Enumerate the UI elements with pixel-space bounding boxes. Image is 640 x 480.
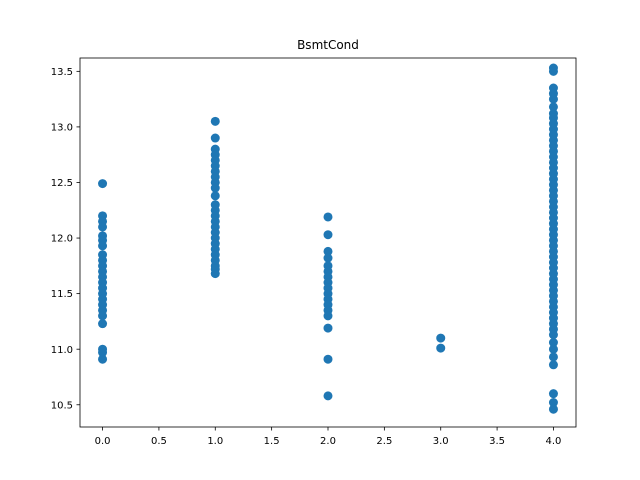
y-tick-label: 12.0 (51, 234, 73, 245)
axes: 0.0 0.5 1.0 1.5 2.0 2.5 3.0 3.5 4.0 10.5 11.0 11.5 1… (51, 57, 577, 447)
x-tick-label: 1.5 (264, 436, 280, 447)
y-tick-label: 11.5 (51, 289, 73, 300)
y-tick-label: 11.0 (51, 345, 73, 356)
data-point (98, 179, 108, 189)
data-point (210, 116, 220, 126)
x-tick-label: 0.5 (151, 436, 167, 447)
chart-title: BsmtCond (297, 38, 359, 52)
y-tick-label: 12.5 (51, 178, 73, 189)
data-point (548, 389, 558, 399)
data-point (98, 222, 108, 232)
data-point (548, 398, 558, 408)
y-tick-label: 13.0 (51, 123, 73, 134)
data-point (548, 102, 558, 112)
x-tick-label: 2.5 (376, 436, 392, 447)
data-point (210, 269, 220, 279)
x-tick-label: 3.5 (489, 436, 505, 447)
data-point (323, 246, 333, 256)
data-point (98, 311, 108, 321)
data-point (98, 319, 108, 329)
data-point (548, 344, 558, 354)
y-tick-label: 13.5 (51, 67, 73, 78)
data-point (548, 94, 558, 104)
data-point (548, 404, 558, 414)
data-point (323, 230, 333, 240)
data-point (210, 133, 220, 143)
x-tick-label: 1.0 (207, 436, 223, 447)
data-point (98, 348, 108, 358)
data-points (98, 63, 558, 414)
data-point (210, 183, 220, 193)
data-point (436, 343, 446, 353)
data-point (548, 338, 558, 348)
data-point (548, 360, 558, 370)
data-point (323, 212, 333, 222)
y-tick-label: 10.5 (51, 400, 73, 411)
data-point (436, 333, 446, 343)
x-tick-label: 2.0 (320, 436, 336, 447)
data-point (323, 391, 333, 401)
x-tick-label: 0.0 (95, 436, 111, 447)
data-point (98, 241, 108, 251)
x-tick-label: 3.0 (433, 436, 449, 447)
data-point (323, 311, 333, 321)
data-point (548, 352, 558, 362)
x-tick-label: 4.0 (546, 436, 562, 447)
data-point (210, 191, 220, 201)
data-point (548, 330, 558, 340)
data-point (548, 66, 558, 76)
data-point (323, 354, 333, 364)
data-point (323, 323, 333, 333)
data-point (98, 354, 108, 364)
data-point (323, 253, 333, 263)
